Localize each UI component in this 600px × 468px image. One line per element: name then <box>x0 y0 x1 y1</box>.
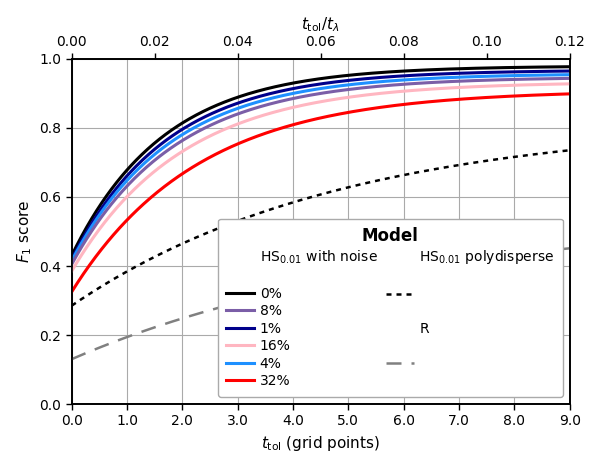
Y-axis label: $F_1$ score: $F_1$ score <box>15 200 34 263</box>
X-axis label: $t_{\mathrm{tol}}$ (grid points): $t_{\mathrm{tol}}$ (grid points) <box>261 434 380 453</box>
X-axis label: $t_{\mathrm{tol}} / t_{\lambda}$: $t_{\mathrm{tol}} / t_{\lambda}$ <box>301 15 340 34</box>
Legend: $\mathrm{HS}_{0.01}$ with noise, , 0%, 8%, 1%, 16%, 4%, 32%, $\mathrm{HS}_{0.01}: $\mathrm{HS}_{0.01}$ with noise, , 0%, 8… <box>218 219 563 397</box>
